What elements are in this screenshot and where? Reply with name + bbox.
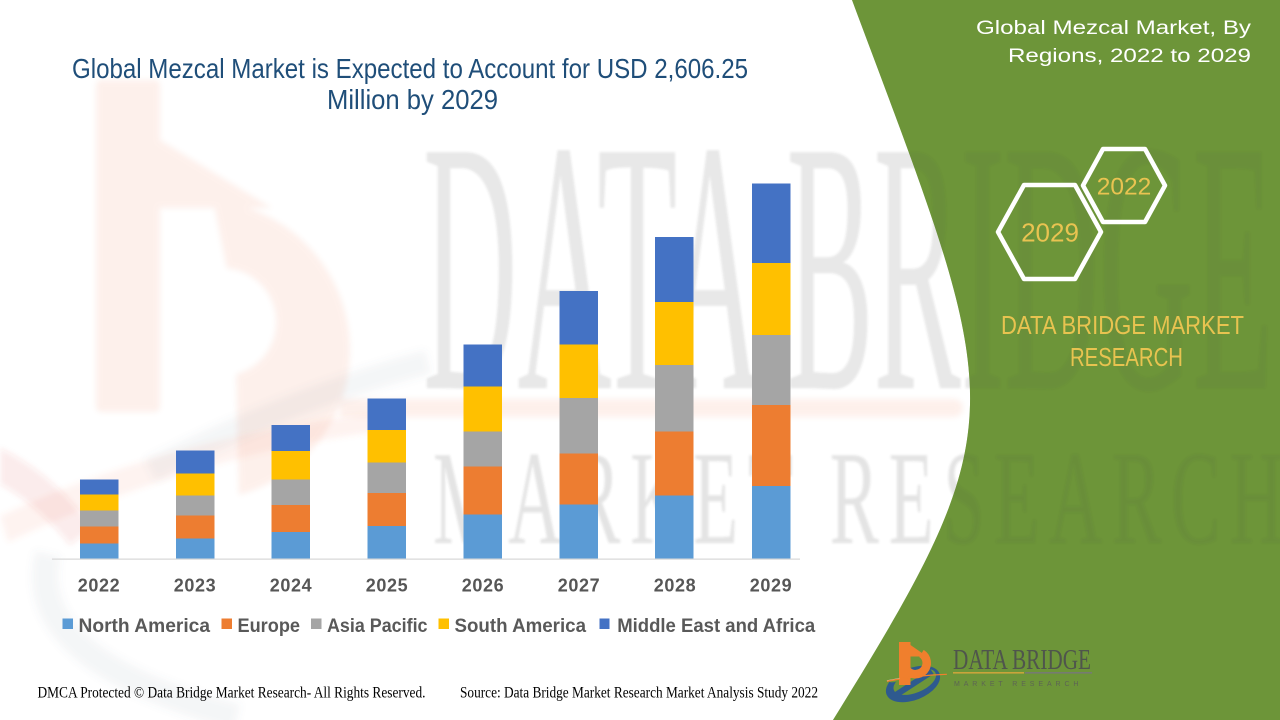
svg-text:Europe: Europe (238, 616, 301, 637)
svg-text:South America: South America (455, 616, 587, 637)
svg-text:2022: 2022 (78, 576, 120, 596)
svg-text:2023: 2023 (174, 576, 216, 596)
svg-text:DMCA Protected © Data Bridge M: DMCA Protected © Data Bridge Market Rese… (38, 685, 426, 702)
svg-text:2026: 2026 (462, 576, 504, 596)
svg-text:MARKET RESEARCH: MARKET RESEARCH (954, 681, 1082, 688)
svg-text:Source: Data Bridge Market Res: Source: Data Bridge Market Research Mark… (460, 685, 818, 702)
svg-text:Asia Pacific: Asia Pacific (327, 616, 428, 637)
svg-text:2028: 2028 (654, 576, 696, 596)
svg-text:DATA BRIDGE: DATA BRIDGE (953, 645, 1091, 676)
svg-text:2025: 2025 (366, 576, 408, 596)
svg-text:Global Mezcal Market, By: Global Mezcal Market, By (976, 18, 1252, 39)
svg-text:Million by 2029: Million by 2029 (327, 84, 498, 115)
svg-text:Global Mezcal Market is Expect: Global Mezcal Market is Expected to Acco… (72, 53, 748, 84)
svg-text:2027: 2027 (558, 576, 600, 596)
svg-text:North America: North America (79, 616, 211, 637)
svg-text:2024: 2024 (270, 576, 312, 596)
svg-text:RESEARCH: RESEARCH (1070, 342, 1183, 372)
svg-text:2029: 2029 (750, 576, 792, 596)
svg-text:Regions, 2022 to 2029: Regions, 2022 to 2029 (1008, 46, 1251, 67)
svg-text:DATA BRIDGE MARKET: DATA BRIDGE MARKET (1001, 310, 1244, 340)
svg-text:Middle East and Africa: Middle East and Africa (617, 616, 815, 637)
svg-text:2022: 2022 (1097, 173, 1152, 200)
svg-text:2029: 2029 (1021, 218, 1079, 248)
